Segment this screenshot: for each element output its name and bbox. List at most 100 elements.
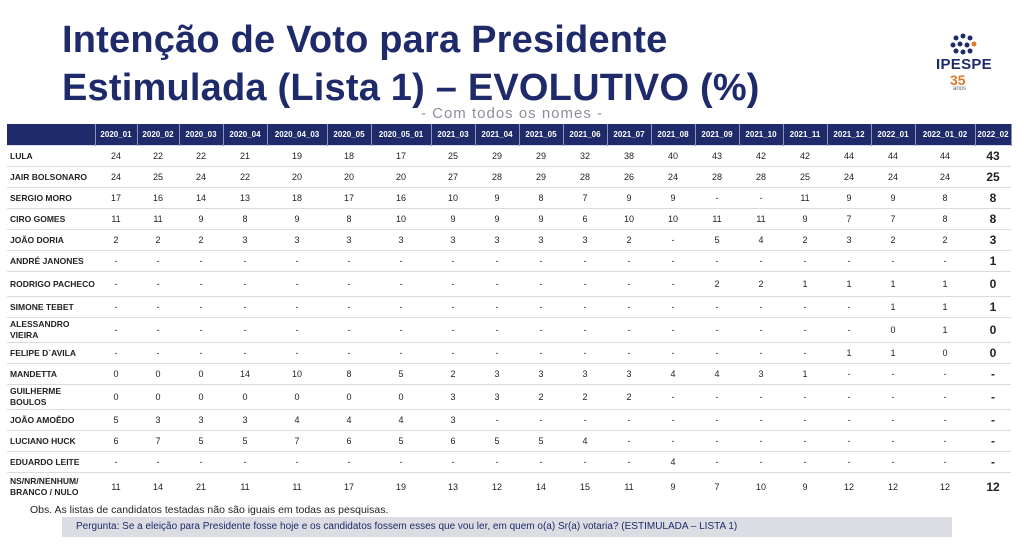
value-cell: 25 xyxy=(783,166,827,188)
value-cell: - xyxy=(651,229,695,251)
value-cell: - xyxy=(95,342,137,364)
value-cell: - xyxy=(223,342,267,364)
value-cell: - xyxy=(371,317,431,343)
value-cell: - xyxy=(783,342,827,364)
value-cell: - xyxy=(519,409,563,431)
table-row: FELIPE D`AVILA - - - - - - - - - - - - - - - -1 1 0 0 xyxy=(7,342,1011,364)
value-cell: 9 xyxy=(475,208,519,230)
value-cell: 0 xyxy=(371,384,431,410)
value-cell: - xyxy=(827,296,871,318)
value-cell: 10 xyxy=(267,363,327,385)
value-cell: - xyxy=(267,271,327,297)
candidate-name: FELIPE D`AVILA xyxy=(7,342,95,364)
value-cell: 1 xyxy=(783,271,827,297)
value-cell: 7 xyxy=(827,208,871,230)
value-cell: - xyxy=(739,187,783,209)
value-cell: - xyxy=(519,317,563,343)
value-cell: 12 xyxy=(871,472,915,501)
value-cell: - xyxy=(975,363,1011,385)
value-cell: 11 xyxy=(739,208,783,230)
value-cell: 17 xyxy=(371,145,431,167)
table-row: SERGIO MORO 17 16 14 13 18 17 16 10 9 8 7 9 9- -11 9 9 8 8 xyxy=(7,187,1011,209)
value-cell: 12 xyxy=(975,472,1011,501)
value-cell: 1 xyxy=(827,342,871,364)
value-cell: 8 xyxy=(327,208,371,230)
header-col: 2022_01_02 xyxy=(915,124,976,146)
value-cell: - xyxy=(563,250,607,272)
value-cell: 12 xyxy=(475,472,519,501)
value-cell: 19 xyxy=(267,145,327,167)
value-cell: - xyxy=(95,317,137,343)
value-cell: 3 xyxy=(739,363,783,385)
value-cell: - xyxy=(975,451,1011,473)
value-cell: 3 xyxy=(431,384,475,410)
value-cell: - xyxy=(739,250,783,272)
value-cell: - xyxy=(431,342,475,364)
value-cell: 0 xyxy=(137,363,179,385)
value-cell: 9 xyxy=(179,208,223,230)
value-cell: 0 xyxy=(267,384,327,410)
value-cell: - xyxy=(563,409,607,431)
value-cell: 10 xyxy=(739,472,783,501)
value-cell: - xyxy=(327,342,371,364)
value-cell: 9 xyxy=(431,208,475,230)
value-cell: 3 xyxy=(179,409,223,431)
header-candidate xyxy=(7,124,96,146)
value-cell: 11 xyxy=(695,208,739,230)
header-col: 2021_08 xyxy=(651,124,696,146)
value-cell: 7 xyxy=(563,187,607,209)
value-cell: 26 xyxy=(607,166,651,188)
value-cell: - xyxy=(695,430,739,452)
value-cell: - xyxy=(563,317,607,343)
value-cell: 0 xyxy=(95,384,137,410)
header-col: 2020_05 xyxy=(327,124,372,146)
value-cell: - xyxy=(431,296,475,318)
table-row: GUILHERME BOULOS 0 0 0 0 0 0 0 3 3 2 2 2- - - - - - - - xyxy=(7,384,1011,410)
value-cell: 9 xyxy=(783,208,827,230)
candidate-name: LULA xyxy=(7,145,95,167)
value-cell: - xyxy=(327,250,371,272)
value-cell: - xyxy=(519,250,563,272)
value-cell: 28 xyxy=(695,166,739,188)
value-cell: 44 xyxy=(915,145,975,167)
value-cell: - xyxy=(695,250,739,272)
value-cell: - xyxy=(607,451,651,473)
subtitle: - Com todos os nomes - xyxy=(420,105,604,122)
value-cell: 3 xyxy=(519,363,563,385)
header-col: 2021_11 xyxy=(783,124,828,146)
value-cell: 29 xyxy=(475,145,519,167)
value-cell: 10 xyxy=(651,208,695,230)
value-cell: - xyxy=(607,271,651,297)
value-cell: - xyxy=(739,384,783,410)
value-cell: 18 xyxy=(267,187,327,209)
table-row: ANDRÉ JANONES - - - - - - - - - - - - - - - - - - -1 xyxy=(7,250,1011,272)
value-cell: 38 xyxy=(607,145,651,167)
value-cell: 42 xyxy=(739,145,783,167)
value-cell: 17 xyxy=(327,187,371,209)
value-cell: 22 xyxy=(137,145,179,167)
table-row: LUCIANO HUCK 6 7 5 5 7 6 5 6 5 5 4- - - - - - - - - xyxy=(7,430,1011,452)
value-cell: - xyxy=(519,342,563,364)
value-cell: - xyxy=(871,384,915,410)
value-cell: 43 xyxy=(695,145,739,167)
value-cell: 0 xyxy=(95,363,137,385)
value-cell: 13 xyxy=(223,187,267,209)
value-cell: 3 xyxy=(475,363,519,385)
value-cell: 8 xyxy=(915,187,975,209)
candidate-name: NS/NR/NENHUM/ BRANCO / NULO xyxy=(7,472,95,501)
value-cell: 12 xyxy=(827,472,871,501)
value-cell: 2 xyxy=(179,229,223,251)
value-cell: 4 xyxy=(563,430,607,452)
value-cell: - xyxy=(95,250,137,272)
candidate-name: ANDRÉ JANONES xyxy=(7,250,95,272)
value-cell: - xyxy=(95,451,137,473)
table-row: JAIR BOLSONARO 24 25 24 22 20 20 20 27 28 29 28 26 24… xyxy=(7,166,1011,188)
value-cell: 2 xyxy=(95,229,137,251)
value-cell: 8 xyxy=(975,187,1011,209)
value-cell: 0 xyxy=(137,384,179,410)
value-cell: - xyxy=(871,430,915,452)
value-cell: - xyxy=(827,250,871,272)
value-cell: 24 xyxy=(915,166,975,188)
value-cell: 1 xyxy=(915,271,975,297)
